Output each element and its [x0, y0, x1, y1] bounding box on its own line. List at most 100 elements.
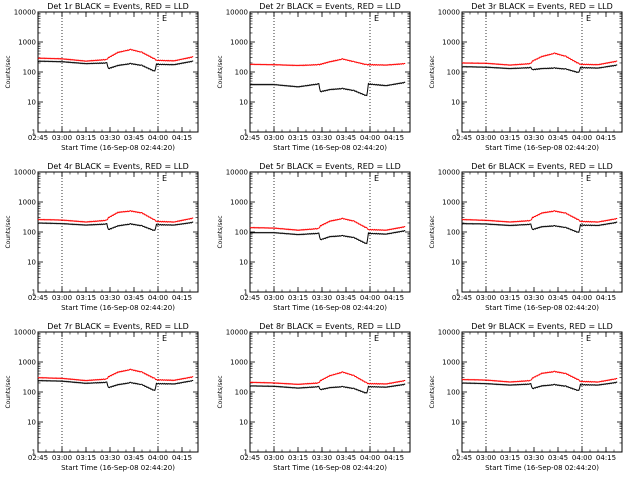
- x-tick-label: 03:00: [264, 294, 284, 302]
- y-tick-label: 1: [244, 129, 248, 137]
- y-tick-label: 100: [23, 69, 36, 77]
- series-lld-line: [461, 52, 618, 67]
- x-tick-label: 03:30: [100, 454, 120, 462]
- chart-panel-2: Det 2r BLACK = Events, RED = LLD Counts/s…: [217, 2, 411, 152]
- y-tick-label: 100: [447, 69, 460, 77]
- chart-title: Det 8r BLACK = Events, RED = LLD: [259, 322, 401, 331]
- y-tick-label: 1: [32, 449, 36, 457]
- y-tick-label: 1: [456, 129, 460, 137]
- x-tick-label: 04:15: [384, 134, 404, 142]
- series-events-line: [249, 230, 406, 245]
- x-tick-label: 03:45: [336, 134, 356, 142]
- x-tick-label: 03:00: [264, 134, 284, 142]
- chart-panel-9: Det 9r BLACK = Events, RED = LLD Counts/s…: [429, 322, 623, 472]
- y-tick-label: 1000: [18, 39, 36, 47]
- y-tick-label: 10000: [438, 9, 460, 17]
- y-tick-label: 1: [32, 289, 36, 297]
- x-axis-label: Start Time (16-Sep-08 02:44:20): [485, 464, 599, 472]
- y-tick-label: 10000: [14, 169, 36, 177]
- marker-annotation: E: [586, 14, 591, 23]
- x-tick-label: 03:15: [500, 134, 520, 142]
- x-tick-label: 03:30: [312, 134, 332, 142]
- marker-annotation: E: [586, 334, 591, 343]
- x-tick-label: 02:45: [28, 134, 48, 142]
- x-tick-label: 02:45: [240, 134, 260, 142]
- x-tick-label: 03:30: [100, 134, 120, 142]
- x-tick-label: 03:15: [288, 454, 308, 462]
- y-axis-label: Counts/sec: [5, 215, 12, 248]
- marker-annotation: E: [162, 334, 167, 343]
- y-tick-label: 1000: [230, 39, 248, 47]
- marker-annotation: E: [162, 174, 167, 183]
- chart-panel-3: Det 3r BLACK = Events, RED = LLD Counts/s…: [429, 2, 623, 152]
- y-tick-label: 10000: [14, 329, 36, 337]
- x-tick-label: 03:15: [76, 294, 96, 302]
- y-tick-label: 1000: [18, 359, 36, 367]
- series-events-line: [37, 379, 194, 392]
- x-tick-label: 03:15: [500, 454, 520, 462]
- y-tick-label: 10000: [438, 169, 460, 177]
- series-lld-line: [249, 217, 406, 232]
- x-axis-label: Start Time (16-Sep-08 02:44:20): [273, 304, 387, 312]
- x-tick-label: 04:00: [572, 294, 592, 302]
- chart-panel-6: Det 6r BLACK = Events, RED = LLD Counts/s…: [429, 162, 623, 312]
- x-tick-label: 04:00: [148, 454, 168, 462]
- y-tick-label: 1: [456, 289, 460, 297]
- y-tick-label: 10: [27, 259, 36, 267]
- x-tick-label: 04:00: [572, 134, 592, 142]
- x-axis-label: Start Time (16-Sep-08 02:44:20): [61, 144, 175, 152]
- y-tick-label: 1000: [442, 199, 460, 207]
- x-axis-label: Start Time (16-Sep-08 02:44:20): [273, 144, 387, 152]
- y-tick-label: 1: [244, 449, 248, 457]
- x-tick-label: 03:30: [312, 294, 332, 302]
- x-tick-label: 02:45: [452, 134, 472, 142]
- x-tick-label: 03:30: [312, 454, 332, 462]
- y-tick-label: 10: [451, 99, 460, 107]
- x-tick-label: 02:45: [28, 294, 48, 302]
- x-tick-label: 03:45: [548, 294, 568, 302]
- series-lld-line: [37, 368, 194, 382]
- x-tick-label: 04:15: [384, 294, 404, 302]
- y-tick-label: 10000: [14, 9, 36, 17]
- y-axis-label: Counts/sec: [429, 215, 436, 248]
- series-lld-line: [249, 58, 406, 67]
- x-tick-label: 03:45: [548, 134, 568, 142]
- chart-panel-1: Det 1r BLACK = Events, RED = LLD Counts/s…: [5, 2, 199, 152]
- y-tick-label: 1: [32, 129, 36, 137]
- series-events-line: [37, 221, 194, 232]
- x-tick-label: 03:00: [52, 454, 72, 462]
- y-axis-label: Counts/sec: [217, 55, 224, 88]
- chart-title: Det 9r BLACK = Events, RED = LLD: [471, 322, 613, 331]
- y-axis-label: Counts/sec: [217, 375, 224, 408]
- y-tick-label: 1000: [230, 199, 248, 207]
- marker-annotation: E: [586, 174, 591, 183]
- x-axis-label: Start Time (16-Sep-08 02:44:20): [273, 464, 387, 472]
- y-tick-label: 100: [235, 229, 248, 237]
- series-lld-line: [461, 370, 618, 384]
- y-axis-label: Counts/sec: [429, 55, 436, 88]
- chart-title: Det 6r BLACK = Events, RED = LLD: [471, 162, 613, 171]
- x-tick-label: 02:45: [240, 294, 260, 302]
- x-tick-label: 04:15: [384, 454, 404, 462]
- y-tick-label: 1000: [230, 359, 248, 367]
- y-axis-label: Counts/sec: [217, 215, 224, 248]
- series-events-line: [249, 81, 406, 97]
- chart-panel-7: Det 7r BLACK = Events, RED = LLD Counts/s…: [5, 322, 199, 472]
- x-tick-label: 03:45: [336, 454, 356, 462]
- series-lld-line: [461, 210, 618, 224]
- chart-title: Det 1r BLACK = Events, RED = LLD: [47, 2, 189, 11]
- x-tick-label: 03:00: [52, 134, 72, 142]
- x-tick-label: 04:15: [172, 134, 192, 142]
- x-tick-label: 03:30: [524, 454, 544, 462]
- x-tick-label: 04:15: [172, 454, 192, 462]
- series-events-line: [461, 64, 618, 74]
- y-axis-label: Counts/sec: [5, 375, 12, 408]
- marker-annotation: E: [374, 334, 379, 343]
- y-tick-label: 1000: [442, 359, 460, 367]
- y-tick-label: 100: [23, 389, 36, 397]
- series-events-line: [37, 60, 194, 72]
- y-axis-label: Counts/sec: [429, 375, 436, 408]
- chart-title: Det 7r BLACK = Events, RED = LLD: [47, 322, 189, 331]
- y-tick-label: 1000: [442, 39, 460, 47]
